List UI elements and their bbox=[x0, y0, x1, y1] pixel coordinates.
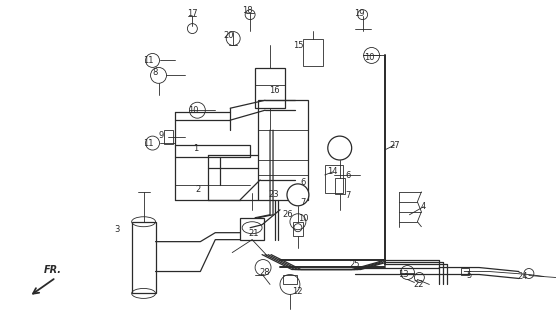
Bar bbox=[131, 222, 155, 293]
Text: 27: 27 bbox=[389, 140, 400, 149]
Text: 20: 20 bbox=[223, 31, 233, 40]
Text: 13: 13 bbox=[398, 270, 409, 279]
Bar bbox=[303, 38, 323, 67]
Text: 5: 5 bbox=[467, 271, 472, 280]
Text: 6: 6 bbox=[300, 179, 306, 188]
Text: 16: 16 bbox=[268, 86, 279, 95]
Text: 8: 8 bbox=[153, 68, 158, 77]
Text: 7: 7 bbox=[345, 191, 350, 200]
Bar bbox=[258, 100, 308, 200]
Circle shape bbox=[287, 184, 309, 206]
Text: 11: 11 bbox=[143, 56, 154, 65]
Text: 14: 14 bbox=[328, 167, 338, 176]
Bar bbox=[164, 130, 173, 144]
Text: 6: 6 bbox=[345, 172, 350, 180]
Text: 19: 19 bbox=[354, 9, 365, 18]
Text: 21: 21 bbox=[249, 229, 260, 238]
Text: FR.: FR. bbox=[44, 265, 62, 275]
Bar bbox=[255, 68, 285, 108]
Text: 1: 1 bbox=[193, 144, 198, 153]
Text: 9: 9 bbox=[159, 131, 164, 140]
Bar bbox=[240, 218, 264, 240]
Bar bbox=[283, 275, 297, 284]
Text: 11: 11 bbox=[143, 139, 154, 148]
Bar bbox=[293, 222, 303, 236]
Text: 10: 10 bbox=[364, 53, 375, 62]
Text: 12: 12 bbox=[292, 287, 302, 296]
Bar bbox=[175, 145, 250, 157]
Bar bbox=[461, 268, 469, 276]
Text: 25: 25 bbox=[349, 260, 360, 269]
Text: 2: 2 bbox=[196, 185, 201, 194]
Text: 4: 4 bbox=[421, 202, 426, 211]
Text: 7: 7 bbox=[300, 198, 306, 207]
Bar bbox=[325, 165, 343, 193]
Text: 18: 18 bbox=[242, 6, 252, 15]
Text: 3: 3 bbox=[114, 225, 119, 234]
Text: 23: 23 bbox=[268, 190, 279, 199]
Text: 22: 22 bbox=[413, 280, 424, 289]
Circle shape bbox=[328, 136, 351, 160]
Text: 28: 28 bbox=[260, 268, 270, 277]
Text: 24: 24 bbox=[517, 272, 528, 281]
Bar bbox=[335, 178, 345, 194]
Text: 15: 15 bbox=[292, 41, 303, 50]
Text: 26: 26 bbox=[282, 210, 294, 219]
Text: 10: 10 bbox=[297, 214, 308, 223]
Text: 17: 17 bbox=[187, 9, 198, 18]
Text: 10: 10 bbox=[188, 106, 199, 115]
